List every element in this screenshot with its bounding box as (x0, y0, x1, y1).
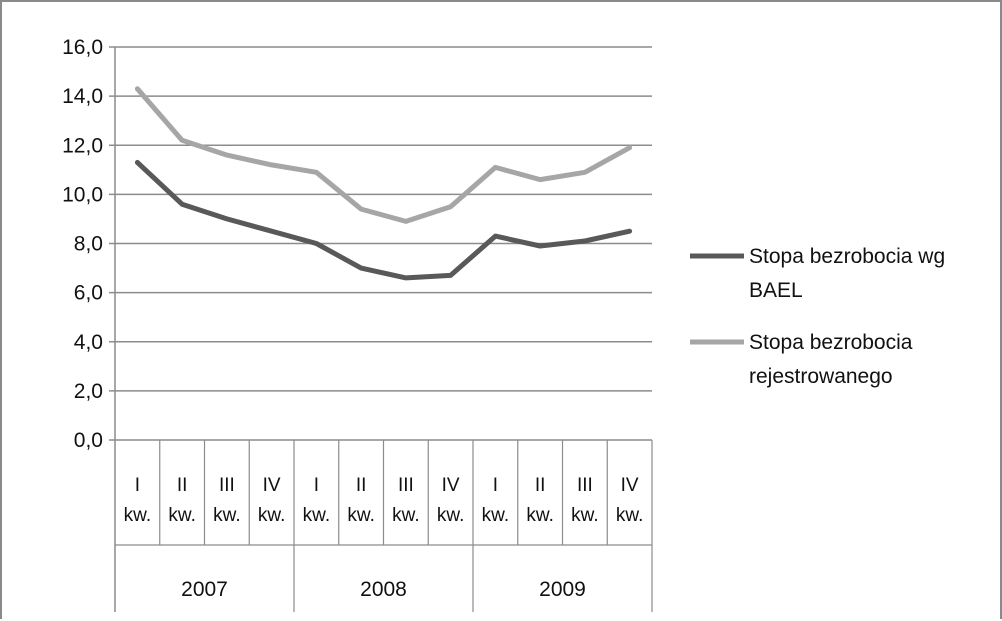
x-category-label: III kw. (213, 475, 240, 526)
x-category-label: II kw. (168, 475, 195, 526)
x-year-label: 2009 (539, 578, 586, 601)
series-line-1 (134, 159, 633, 281)
x-category-label: IV kw. (437, 475, 464, 526)
y-tick-labels: 0,0 2,0 4,0 6,0 8,0 10,0 12,0 14,0 16,0 (62, 36, 103, 452)
legend: Stopa bezrobocia wg BAEL Stopa bezrobocia r… (690, 245, 945, 388)
axes (109, 46, 653, 612)
y-tick-label: 16,0 (62, 36, 103, 59)
y-tick-label: 14,0 (62, 85, 103, 108)
y-tick-label: 8,0 (74, 233, 103, 256)
x-category-label: III kw. (571, 475, 598, 526)
y-tick-label: 0,0 (74, 429, 103, 452)
x-category-label: IV kw. (258, 475, 285, 526)
x-category-label: II kw. (347, 475, 374, 526)
y-tick-label: 10,0 (62, 183, 103, 206)
gridlines (115, 46, 652, 392)
series-lines (134, 86, 633, 281)
y-tick-label: 2,0 (74, 380, 103, 403)
y-tick-label: 6,0 (74, 282, 103, 305)
x-year-label: 2007 (181, 578, 228, 601)
legend-label: Stopa bezrobocia rejestrowanego (749, 331, 913, 388)
x-category-label: III kw. (392, 475, 419, 526)
x-category-label: IV kw. (616, 475, 643, 526)
y-tick-label: 4,0 (74, 331, 103, 354)
x-category-label: II kw. (526, 475, 553, 526)
series-line-2 (134, 86, 633, 224)
y-tick-label: 12,0 (62, 134, 103, 157)
legend-label: Stopa bezrobocia wg BAEL (749, 245, 945, 302)
x-year-label: 2008 (360, 578, 407, 601)
